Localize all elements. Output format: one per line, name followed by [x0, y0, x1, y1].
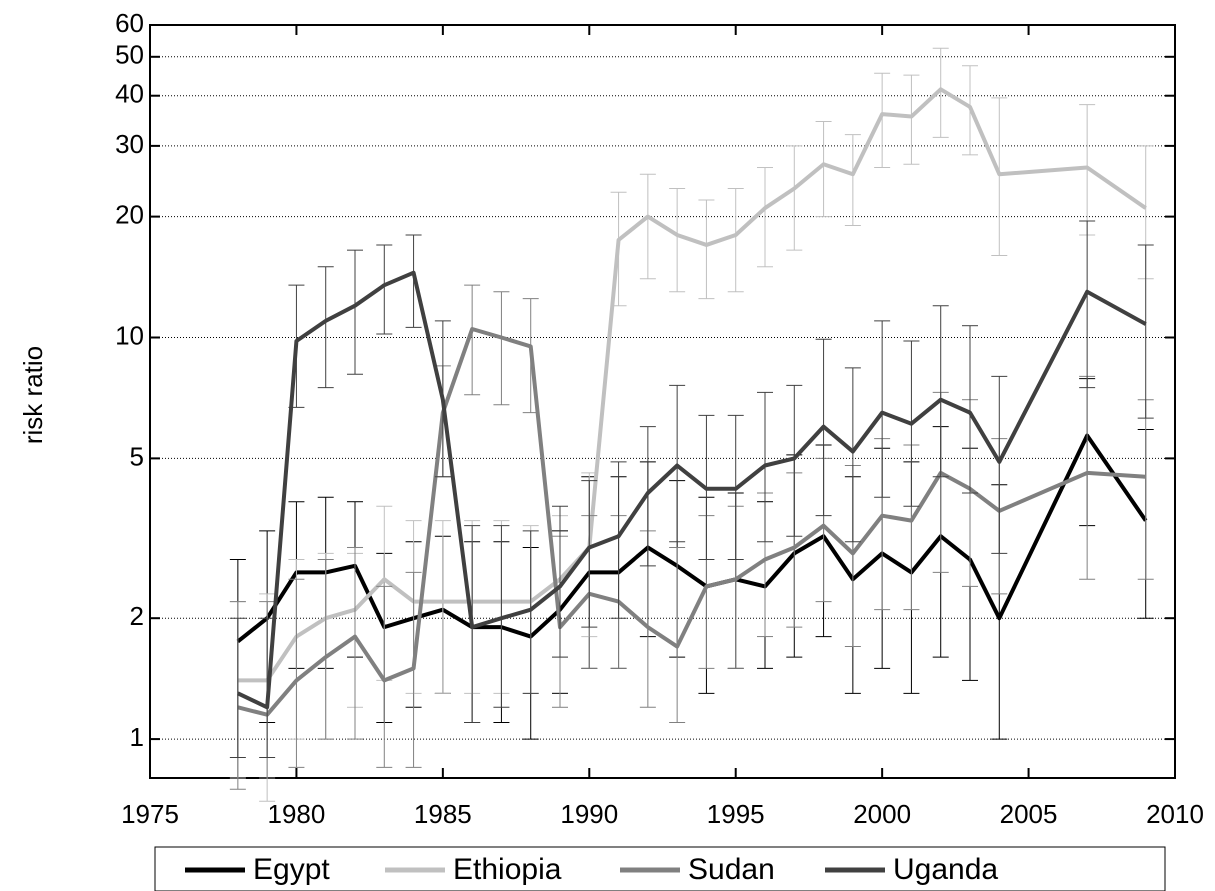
y-tick-label: 10 [115, 320, 144, 350]
y-axis-label: risk ratio [18, 346, 48, 444]
line [236, 433, 1148, 644]
line [236, 270, 1147, 710]
x-tick-label: 1985 [414, 799, 472, 829]
y-tick-label: 40 [115, 79, 144, 109]
x-tick-label: 1980 [268, 799, 326, 829]
y-tick-label: 20 [115, 199, 144, 229]
x-tick-label: 2010 [1146, 799, 1204, 829]
x-tick-label: 1975 [121, 799, 179, 829]
legend-label: Egypt [253, 853, 330, 886]
x-tick-label: 1995 [707, 799, 765, 829]
series [229, 378, 1154, 779]
plot-frame [149, 24, 1176, 779]
legend-label: Uganda [893, 853, 998, 886]
x-tick-label: 1990 [560, 799, 618, 829]
y-tick-label: 2 [130, 601, 144, 631]
series [229, 47, 1154, 802]
y-tick-label: 30 [115, 129, 144, 159]
line [237, 87, 1147, 683]
x-tick-label: 2005 [1000, 799, 1058, 829]
y-tick-label: 50 [115, 40, 144, 70]
x-tick-label: 2000 [853, 799, 911, 829]
legend-label: Sudan [688, 853, 775, 886]
series [229, 284, 1154, 790]
legend-label: Ethiopia [453, 853, 562, 886]
series [229, 220, 1154, 758]
y-tick-label: 5 [130, 441, 144, 471]
y-tick-label: 1 [130, 722, 144, 752]
y-tick-label: 60 [115, 8, 144, 38]
line [237, 326, 1146, 717]
